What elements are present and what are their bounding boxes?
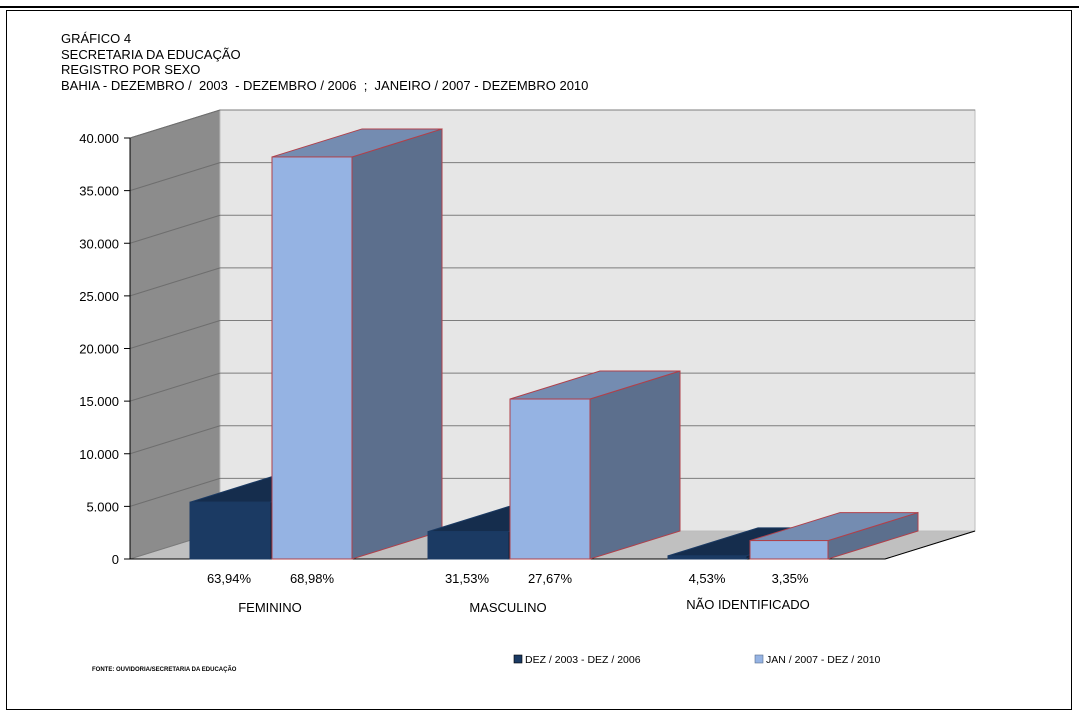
gridline-side xyxy=(129,162,221,192)
chart-title-line-3: REGISTRO POR SEXO xyxy=(61,62,201,77)
x-category-label: FEMININO xyxy=(238,600,302,615)
chart-title-line-1: GRÁFICO 4 xyxy=(61,31,132,46)
chart-title-line-2: SECRETARIA DA EDUCAÇÃO xyxy=(61,46,241,62)
y-tick-label: 0 xyxy=(112,552,119,567)
bar-series2-0-side xyxy=(351,128,443,560)
legend-label: DEZ / 2003 - DEZ / 2006 xyxy=(525,654,641,666)
x-category-label: MASCULINO xyxy=(469,600,546,615)
gridline-side xyxy=(129,477,221,507)
data-label-series1: 31,53% xyxy=(445,571,490,586)
y-tick-label: 25.000 xyxy=(79,289,119,304)
y-tick-label: 20.000 xyxy=(79,342,119,357)
x-category-label: NÃO IDENTIFICADO xyxy=(686,597,810,612)
bar-series1-0 xyxy=(189,501,271,560)
gridline-side xyxy=(129,425,221,455)
legend-swatch xyxy=(513,654,523,664)
gridline-side xyxy=(129,109,221,139)
legend-label: JAN / 2007 - DEZ / 2010 xyxy=(766,654,881,666)
bar-chart-3d: 0 5.000 10.000 15.000 20.000 25.000 30.000 35.0… xyxy=(79,109,976,666)
bar-series1-1 xyxy=(427,531,509,560)
chart-title-block: GRÁFICO 4 SECRETARIA DA EDUCAÇÃO REGISTR… xyxy=(61,31,588,93)
chart-title-line-4: BAHIA - DEZEMBRO / 2003 - DEZEMBRO / 200… xyxy=(61,77,589,93)
data-label-series1: 4,53% xyxy=(689,571,726,586)
x-axis-depth xyxy=(884,530,976,560)
gridline-side xyxy=(129,320,221,349)
y-tick-label: 40.000 xyxy=(79,131,119,146)
data-label-series2: 3,35% xyxy=(772,571,809,586)
data-label-series2: 27,67% xyxy=(528,571,573,586)
y-tick-label: 10.000 xyxy=(79,447,119,462)
bar-series2-0 xyxy=(271,156,353,560)
bar-series2-1-side xyxy=(589,370,681,560)
data-label-series1: 63,94% xyxy=(207,571,252,586)
gridline-side xyxy=(129,214,221,244)
y-tick-label: 35.000 xyxy=(79,184,119,199)
chart-source-note: FONTE: OUVIDORIA/SECRETARIA DA EDUCAÇÃO xyxy=(92,667,237,673)
bar-series1-2 xyxy=(667,555,747,560)
y-tick-label: 30.000 xyxy=(79,236,119,251)
top-border-line xyxy=(0,6,1079,8)
legend-swatch xyxy=(754,654,764,664)
bar-series2-1 xyxy=(509,398,591,560)
y-tick-label: 5.000 xyxy=(86,499,119,514)
data-label-series2: 68,98% xyxy=(290,571,335,586)
bar-series2-2 xyxy=(749,540,829,560)
gridline-side xyxy=(129,372,221,402)
gridline-side xyxy=(129,267,221,297)
y-tick-label: 15.000 xyxy=(79,394,119,409)
